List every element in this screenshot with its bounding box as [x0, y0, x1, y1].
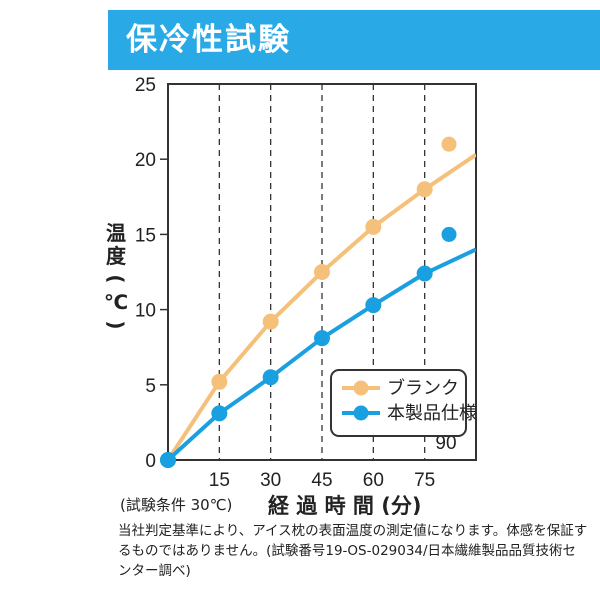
- origin-point: [160, 452, 176, 468]
- y-tick-0: 0: [145, 451, 156, 472]
- legend-label-0: ブランク: [387, 377, 459, 399]
- chart-title: 保冷性試験: [126, 22, 291, 58]
- x-axis-label: 経 過 時 間 (分): [268, 494, 421, 515]
- series-1-point-75: [416, 265, 433, 282]
- y-tick-5: 5: [145, 376, 156, 397]
- x-tick-90: 90: [435, 433, 456, 454]
- x-tick-60: 60: [363, 470, 384, 491]
- y-axis-label-char-2: (: [104, 274, 128, 283]
- series-1-point-60: [365, 297, 382, 314]
- y-axis-label-char-3: ℃: [104, 290, 128, 314]
- title-banner: 保冷性試験: [108, 10, 600, 70]
- series-0-point-15: [211, 373, 228, 390]
- series-1-point-90: [441, 226, 457, 242]
- series-0-point-90: [441, 136, 457, 152]
- series-0-point-60: [365, 218, 382, 235]
- y-axis-label-char-1: 度: [106, 244, 127, 268]
- footnote: 当社判定基準により、アイス枕の表面温度の測定値になります。体感を保証するものでは…: [118, 523, 588, 579]
- x-tick-15: 15: [209, 470, 230, 491]
- x-tick-75: 75: [414, 470, 435, 491]
- y-tick-25: 25: [135, 75, 156, 96]
- series-1-point-30: [262, 369, 279, 386]
- legend-marker-0: [353, 380, 369, 396]
- y-tick-20: 20: [135, 150, 156, 171]
- x-tick-30: 30: [260, 470, 281, 491]
- x-tick-45: 45: [311, 470, 332, 491]
- test-condition: (試験条件 30℃): [120, 496, 232, 514]
- series-1-point-45: [314, 330, 330, 347]
- legend-label-1: 本製品仕様: [387, 403, 477, 424]
- series-1-point-15: [211, 405, 228, 422]
- series-0-point-75: [416, 181, 433, 198]
- series-0-point-30: [262, 313, 279, 330]
- plot-frame: [167, 83, 477, 461]
- y-axis-label: 温度 ( ℃): [104, 221, 128, 330]
- y-tick-15: 15: [135, 225, 156, 246]
- y-tick-labels: 0 5 10 15 20 25: [135, 75, 156, 472]
- y-axis-label-char-0: 温: [106, 221, 126, 245]
- y-tick-10: 10: [135, 301, 156, 322]
- series-0-point-45: [314, 264, 330, 280]
- legend-marker-1: [353, 405, 369, 421]
- y-axis-label-char-4: ): [104, 320, 128, 329]
- series-layer: [160, 136, 476, 468]
